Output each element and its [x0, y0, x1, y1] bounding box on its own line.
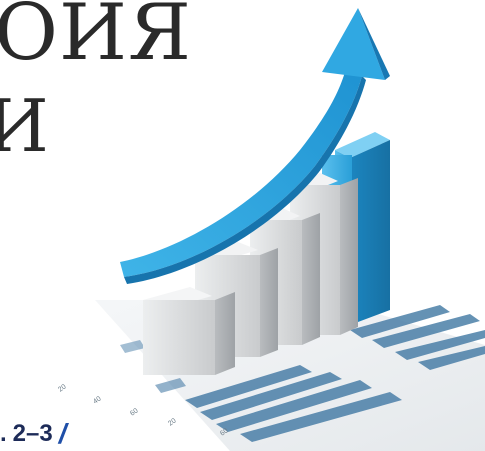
issue-dot: .	[0, 420, 7, 447]
rising-arrow-icon	[120, 8, 390, 284]
issue-number: . 2–3 /	[0, 418, 67, 449]
heading-line-1: ОИЯ	[0, 0, 192, 78]
heading-line-2: И	[0, 84, 49, 168]
svg-text:20: 20	[57, 383, 67, 393]
svg-text:60: 60	[129, 407, 139, 417]
svg-text:40: 40	[92, 395, 102, 405]
issue-slash: /	[58, 418, 67, 449]
paper-ticks: 20 40 60 20 60	[57, 383, 229, 437]
paper-stripes	[120, 305, 485, 442]
issue-number-text: 2–3	[12, 420, 53, 447]
bar-1	[143, 287, 235, 375]
svg-text:20: 20	[167, 417, 177, 427]
svg-text:60: 60	[219, 427, 229, 437]
